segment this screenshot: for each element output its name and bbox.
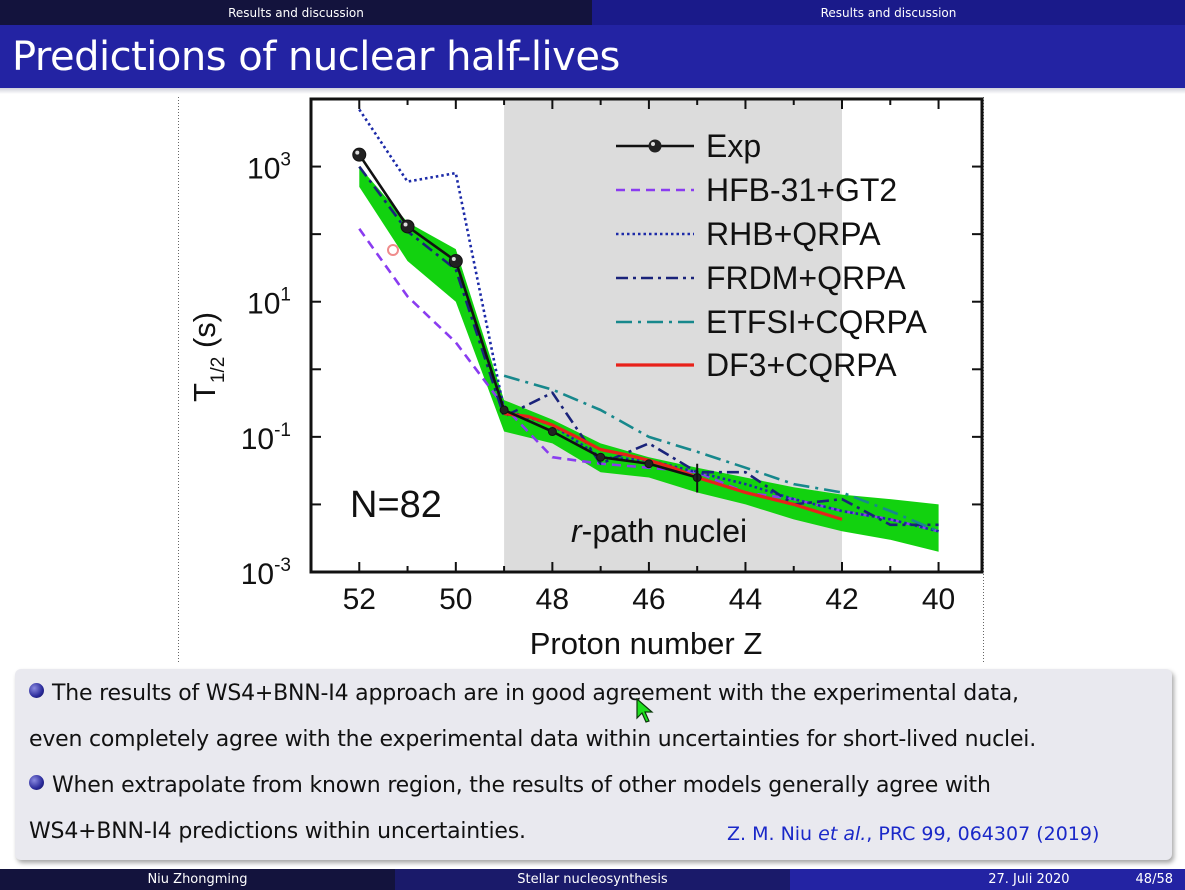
footer-event: Stellar nucleosynthesis bbox=[395, 869, 790, 890]
legend-label: Exp bbox=[706, 128, 761, 164]
exp-data-point bbox=[644, 459, 654, 469]
title-bar: Predictions of nuclear half-lives bbox=[0, 25, 1185, 88]
bullet-icon bbox=[29, 683, 44, 698]
exp-data-point bbox=[400, 219, 415, 234]
annotation-n82: N=82 bbox=[350, 484, 442, 526]
y-tick-label: 10-3 bbox=[241, 555, 291, 591]
legend-marker bbox=[648, 139, 662, 153]
chart-svg: 52 50 48 46 44 42 40 103 101 10-1 10-3 Exp HFB-31+GT… bbox=[178, 97, 984, 662]
series-line-df3-cqrpa bbox=[503, 412, 843, 521]
uncertainty-band bbox=[359, 166, 939, 552]
x-tick-label: 42 bbox=[825, 583, 858, 616]
y-tick-label: 101 bbox=[247, 285, 291, 321]
series-line-etfsi-cqrpa bbox=[503, 374, 940, 533]
plot-frame bbox=[309, 97, 984, 574]
x-tick-label: 46 bbox=[632, 583, 665, 616]
shaded-region-label: r-path nuclei bbox=[571, 513, 747, 549]
nav-section-left[interactable]: Results and discussion bbox=[0, 0, 592, 25]
exp-data-point bbox=[596, 452, 606, 462]
series-line-exp bbox=[358, 153, 698, 479]
x-tick-label: 50 bbox=[439, 583, 472, 616]
mouse-cursor-icon bbox=[636, 698, 654, 723]
summary-point-2-cont: WS4+BNN-I4 predictions within uncertaint… bbox=[29, 819, 526, 844]
summary-point-1: The results of WS4+BNN-I4 approach are i… bbox=[29, 681, 1019, 706]
footer-bar: Niu Zhongming Stellar nucleosynthesis 27… bbox=[0, 869, 1185, 890]
exp-data-point bbox=[547, 427, 557, 437]
exp-data-point bbox=[448, 254, 463, 269]
half-life-chart: 52 50 48 46 44 42 40 103 101 10-1 10-3 Exp HFB-31+GT… bbox=[178, 97, 984, 662]
x-tick-label: 48 bbox=[536, 583, 569, 616]
exp-data-point-highlight bbox=[355, 150, 360, 155]
footer-author: Niu Zhongming bbox=[0, 869, 395, 890]
legend-marker-highlight bbox=[651, 142, 655, 146]
x-axis-label: Proton number Z bbox=[530, 626, 763, 661]
x-tick-label: 40 bbox=[922, 583, 955, 616]
bullet-icon bbox=[29, 775, 44, 790]
exp-data-point-highlight bbox=[451, 257, 456, 262]
y-tick-label: 103 bbox=[247, 150, 291, 186]
exp-data-point bbox=[352, 147, 367, 162]
footer-date: 27. Juli 2020 bbox=[988, 872, 1070, 887]
nav-section-right[interactable]: Results and discussion bbox=[592, 0, 1185, 25]
summary-box: The results of WS4+BNN-I4 approach are i… bbox=[15, 669, 1172, 860]
series-line-frdm-qrpa bbox=[358, 165, 939, 527]
legend-label: DF3+CQRPA bbox=[706, 347, 897, 383]
exp-data-point-highlight bbox=[403, 222, 408, 227]
x-tick-label: 44 bbox=[729, 583, 762, 616]
legend-label: FRDM+QRPA bbox=[706, 260, 906, 296]
slide-title: Predictions of nuclear half-lives bbox=[12, 34, 620, 80]
legend-label: HFB-31+GT2 bbox=[706, 172, 897, 208]
exp-data-point bbox=[499, 405, 509, 415]
svg-text:T1/2 (s): T1/2 (s) bbox=[187, 312, 229, 402]
legend-label: RHB+QRPA bbox=[706, 216, 881, 252]
top-navigation-bar: Results and discussion Results and discu… bbox=[0, 0, 1185, 25]
footer-page-number: 48/58 bbox=[1135, 872, 1173, 887]
title-divider bbox=[0, 88, 1185, 94]
pointer-highlight bbox=[387, 244, 399, 256]
y-axis-label: T1/2 (s) bbox=[187, 312, 229, 402]
summary-point-2: When extrapolate from known region, the … bbox=[29, 773, 991, 798]
citation-link[interactable]: Z. M. Niu et al., PRC 99, 064307 (2019) bbox=[727, 823, 1100, 845]
legend-label: ETFSI+CQRPA bbox=[706, 304, 927, 340]
summary-point-1-cont: even completely agree with the experimen… bbox=[29, 727, 1037, 752]
y-tick-label: 10-1 bbox=[241, 420, 291, 456]
x-tick-label: 52 bbox=[343, 583, 376, 616]
footer-right: 27. Juli 2020 48/58 bbox=[790, 869, 1185, 890]
